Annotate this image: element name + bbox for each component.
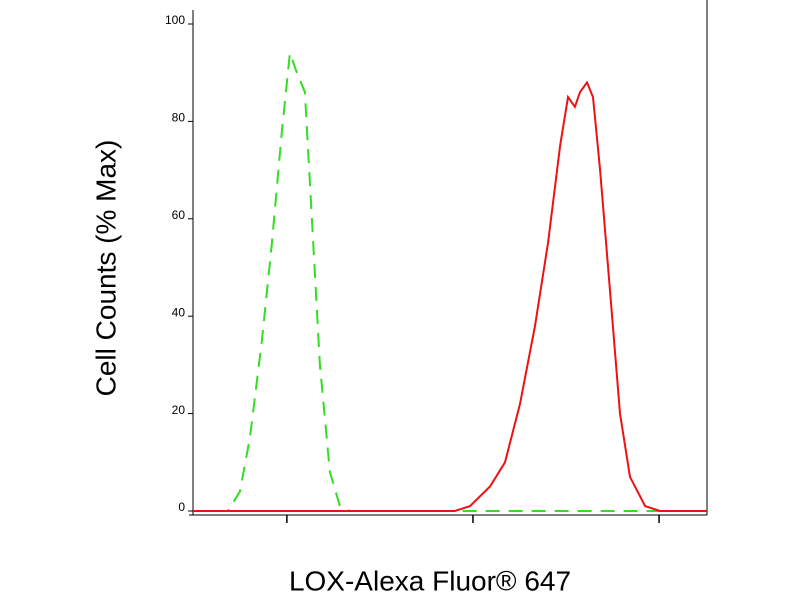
series-line	[193, 80, 707, 512]
y-tick-label: 20	[172, 403, 186, 417]
y-tick-label: 60	[172, 208, 186, 222]
y-tick-label: 0	[178, 500, 185, 514]
series-line	[193, 52, 707, 512]
y-axis-label: Cell Counts (% Max)	[90, 140, 121, 397]
x-axis-label: LOX-Alexa Fluor® 647	[289, 565, 571, 596]
y-tick-label: 80	[172, 111, 186, 125]
y-tick-label: 100	[165, 13, 185, 27]
y-tick-label: 40	[172, 305, 186, 319]
